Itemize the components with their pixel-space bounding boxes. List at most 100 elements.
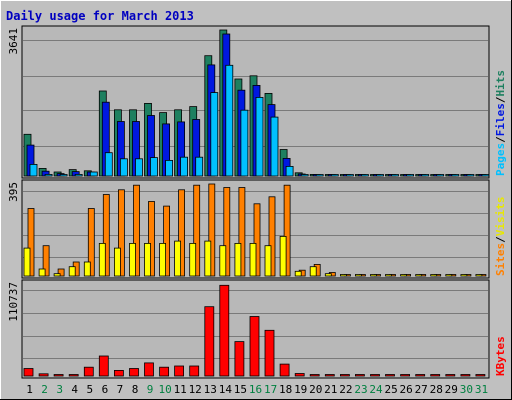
bar-visits-day-17 [264,245,272,277]
bar-sites-day-6 [102,194,110,277]
bar-kbytes-day-9 [144,362,154,377]
x-tick-label-29: 29 [445,383,458,396]
bar-visits-day-22 [339,274,347,277]
bar-visits-day-27 [415,274,423,277]
bar-kbytes-day-12 [189,365,200,377]
bar-sites-day-18 [283,184,291,277]
series-sites [27,183,487,277]
bar-pages-day-16 [255,97,264,177]
bar-pages-day-17 [270,116,279,177]
bar-sites-day-11 [178,189,186,277]
bar-kbytes-day-13 [204,306,215,377]
bar-visits-day-21 [324,273,332,277]
bar-visits-day-5 [83,261,91,277]
bar-kbytes-day-30 [460,374,471,377]
bar-kbytes-day-21 [324,374,335,377]
bar-pages-day-3 [59,174,68,177]
bar-kbytes-day-28 [430,374,441,377]
x-tick-label-31: 31 [475,383,488,396]
bar-sites-day-3 [57,268,65,277]
bar-visits-day-15 [234,242,242,277]
bar-kbytes-day-17 [264,329,275,377]
bar-kbytes-day-25 [385,374,395,377]
bar-pages-day-13 [210,92,219,177]
legend-item-kbytes: KBytes [494,336,507,376]
bar-pages-day-26 [406,174,415,177]
x-tick-label-19: 19 [294,383,307,396]
bar-kbytes-day-7 [114,369,124,377]
bar-visits-day-26 [400,274,408,277]
bar-visits-day-16 [249,242,257,277]
bar-visits-day-28 [430,274,438,277]
bar-kbytes-day-23 [354,374,365,377]
bar-pages-day-8 [135,158,143,177]
bar-visits-day-1 [23,247,31,277]
x-tick-label-30: 30 [460,383,473,396]
bar-visits-day-25 [385,274,392,277]
bar-kbytes-day-3 [53,374,64,377]
bar-kbytes-day-22 [339,374,350,377]
chart-title: Daily usage for March 2013 [6,9,194,23]
bar-sites-day-10 [163,205,171,277]
bar-visits-day-3 [53,273,61,277]
x-tick-label-7: 7 [117,383,124,396]
bar-pages-day-22 [345,174,354,177]
bar-visits-day-20 [309,266,317,277]
bar-visits-day-30 [460,274,468,277]
bar-visits-day-18 [279,235,287,277]
bar-sites-day-14 [223,187,231,277]
bar-visits-day-23 [354,274,362,277]
x-tick-label-12: 12 [189,383,202,396]
bar-sites-day-2 [42,245,50,277]
bar-sites-day-13 [208,183,216,277]
series-kbytes [23,284,486,377]
bar-kbytes-day-16 [249,316,260,377]
bar-kbytes-day-26 [400,374,411,377]
x-tick-label-26: 26 [399,383,412,396]
x-tick-label-17: 17 [264,383,277,396]
bar-pages-day-9 [150,157,158,177]
bar-kbytes-day-1 [23,368,34,377]
bar-visits-day-8 [129,242,136,277]
bar-visits-day-24 [370,274,377,277]
x-tick-label-14: 14 [219,383,233,396]
pages-files-hits-panel: 3641 [7,25,490,179]
bar-pages-day-15 [240,109,249,177]
bar-kbytes-day-10 [159,366,170,377]
x-tick-label-4: 4 [71,383,78,396]
bar-pages-day-2 [44,173,53,177]
bar-kbytes-day-8 [129,368,139,377]
bar-sites-day-9 [148,201,155,277]
legend-separator: / [494,236,507,243]
x-tick-label-25: 25 [384,383,397,396]
x-tick-label-2: 2 [41,383,48,396]
bar-pages-day-18 [285,165,294,177]
legend-item-sites: Sites [494,243,507,276]
bar-kbytes-day-5 [83,366,94,377]
bar-visits-day-31 [475,274,483,277]
bar-pages-day-21 [330,174,339,177]
bar-kbytes-day-6 [98,355,109,377]
bar-pages-day-24 [376,174,384,177]
series-pages [29,64,490,177]
x-tick-label-9: 9 [147,383,154,396]
x-tick-label-6: 6 [102,383,109,396]
bar-sites-day-5 [87,208,95,277]
legend-3: KBytes [494,336,507,376]
bar-pages-day-5 [89,171,98,177]
bar-visits-day-7 [114,247,121,277]
bar-kbytes-day-4 [68,374,79,377]
x-tick-label-13: 13 [204,383,217,396]
bar-sites-day-15 [238,187,246,277]
bar-sites-day-8 [133,184,140,277]
bar-kbytes-day-14 [219,284,230,377]
bar-pages-day-28 [436,174,445,177]
bar-visits-day-10 [159,242,167,277]
x-tick-label-22: 22 [339,383,352,396]
x-tick-label-5: 5 [86,383,93,396]
bar-kbytes-day-18 [279,363,290,377]
bar-kbytes-day-27 [415,374,426,377]
x-tick-label-3: 3 [56,383,63,396]
x-tick-label-11: 11 [174,383,187,396]
